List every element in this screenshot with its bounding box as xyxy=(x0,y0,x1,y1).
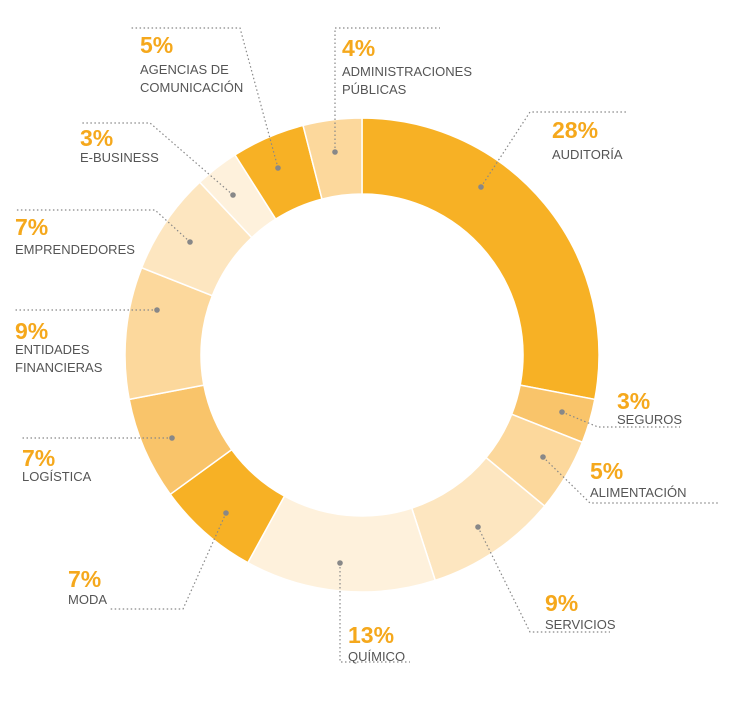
leader-dot xyxy=(169,435,175,441)
value-label: 3% xyxy=(617,388,651,414)
value-label: 5% xyxy=(140,32,174,58)
category-label: SERVICIOS xyxy=(545,617,616,632)
category-label: LOGÍSTICA xyxy=(22,469,92,484)
category-label: EMPRENDEDORES xyxy=(15,242,135,257)
leader-dot xyxy=(337,560,343,566)
leader-line xyxy=(15,209,191,243)
leader-line xyxy=(477,526,610,633)
category-label: ENTIDADES FINANCIERAS xyxy=(15,342,103,375)
leader-dot xyxy=(275,165,281,171)
value-label: 3% xyxy=(80,125,114,151)
category-label: SEGUROS xyxy=(617,412,683,427)
leader-dot xyxy=(230,192,236,198)
value-label: 28% xyxy=(552,117,599,143)
value-label: 7% xyxy=(15,214,49,240)
leader-line xyxy=(80,122,234,196)
category-label: QUÍMICO xyxy=(348,649,406,664)
wedge xyxy=(302,117,363,200)
value-label: 7% xyxy=(22,445,56,471)
category-label: MODA xyxy=(68,592,107,607)
leader-dot xyxy=(559,409,565,415)
leader-dot xyxy=(475,524,481,530)
leader-line xyxy=(130,27,279,169)
leader-line xyxy=(561,411,680,428)
leader-line xyxy=(334,27,440,152)
leader-line xyxy=(339,563,410,663)
value-label: 13% xyxy=(348,622,395,648)
leader-line xyxy=(110,512,227,610)
value-label: 9% xyxy=(545,590,579,616)
category-label: ALIMENTACIÓN xyxy=(590,485,687,500)
leader-dot xyxy=(540,454,546,460)
category-label: ADMINISTRACIONES PÚBLICAS xyxy=(342,64,473,97)
leader-dot xyxy=(332,149,338,155)
value-label: 4% xyxy=(342,35,376,61)
category-label: E-BUSINESS xyxy=(80,150,159,165)
leader-dot xyxy=(154,307,160,313)
value-label: 9% xyxy=(15,318,49,344)
leader-dot xyxy=(223,510,229,516)
leader-dot xyxy=(478,184,484,190)
leader-dot xyxy=(187,239,193,245)
wedge xyxy=(361,117,600,401)
category-label: AGENCIAS DE COMUNICACIÓN xyxy=(140,62,244,95)
value-label: 7% xyxy=(68,566,102,592)
category-label: AUDITORÍA xyxy=(552,147,623,162)
value-label: 5% xyxy=(590,458,624,484)
